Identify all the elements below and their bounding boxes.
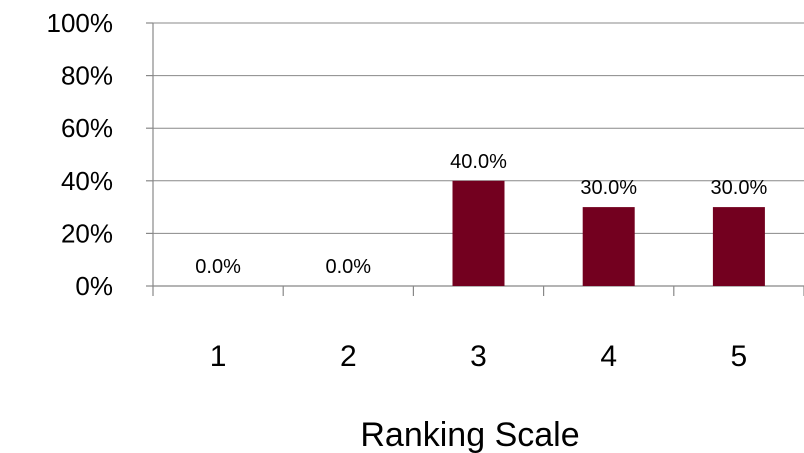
data-label: 40.0% bbox=[450, 151, 507, 173]
y-tick-label: 0% bbox=[75, 271, 113, 301]
y-tick-label: 80% bbox=[61, 61, 113, 91]
y-tick-label: 100% bbox=[47, 8, 114, 38]
bar bbox=[712, 207, 765, 286]
data-label: 0.0% bbox=[195, 256, 241, 278]
x-tick-label: 2 bbox=[340, 340, 357, 373]
data-label: 30.0% bbox=[711, 177, 768, 199]
y-tick-label: 60% bbox=[61, 113, 113, 143]
x-tick-label: 5 bbox=[731, 340, 748, 373]
y-tick-label: 20% bbox=[61, 218, 113, 248]
bar bbox=[452, 180, 505, 286]
data-label: 0.0% bbox=[326, 256, 372, 278]
x-tick-label: 4 bbox=[600, 340, 617, 373]
gridlines bbox=[153, 22, 804, 234]
x-axis-title: Ranking Scale bbox=[360, 416, 579, 453]
x-tick-label: 1 bbox=[210, 340, 227, 373]
axes: 0% 20% 40% 60% 80% 100% bbox=[47, 8, 804, 301]
bar bbox=[582, 207, 635, 286]
data-label: 30.0% bbox=[580, 177, 637, 199]
y-tick-label: 40% bbox=[61, 166, 113, 196]
labels: 0.0% 1 0.0% 2 40.0% 3 30.0% 4 30.0% 5 bbox=[195, 151, 767, 373]
x-tick-label: 3 bbox=[470, 340, 487, 373]
bars bbox=[452, 180, 765, 286]
